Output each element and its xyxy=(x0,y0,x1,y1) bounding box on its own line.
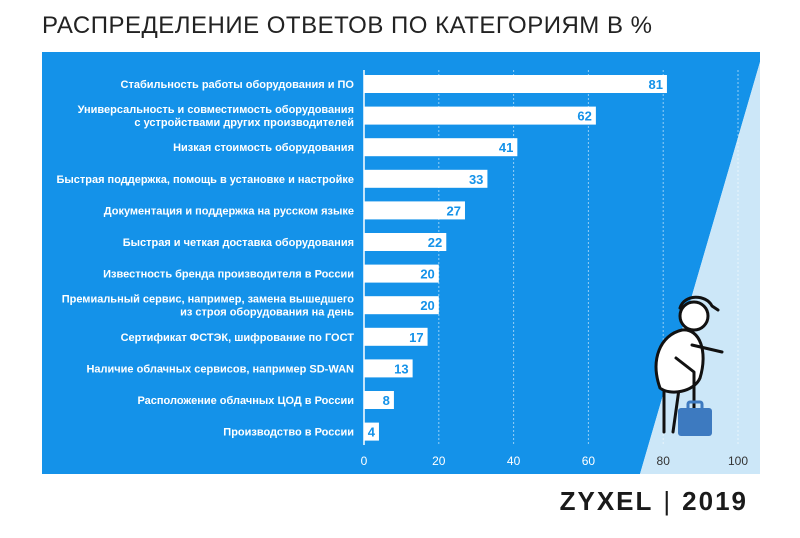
category-label: Расположение облачных ЦОД в России xyxy=(137,395,354,407)
category-label: Известность бренда производителя в Росси… xyxy=(103,269,354,281)
data-label: 22 xyxy=(428,235,442,250)
figure-arm xyxy=(690,343,724,354)
category-label: Документация и поддержка на русском язык… xyxy=(104,205,354,217)
bar xyxy=(364,422,379,441)
bar xyxy=(364,201,465,220)
data-label: 17 xyxy=(409,330,423,345)
category-label: из строя оборудования на день xyxy=(180,307,354,319)
footer-brand: ZYXEL | 2019 xyxy=(560,486,748,517)
chart-background xyxy=(42,52,760,474)
data-label: 20 xyxy=(420,267,434,282)
data-label: 81 xyxy=(648,77,662,92)
person-with-case-illustration xyxy=(654,295,724,436)
bar xyxy=(364,359,413,378)
bar xyxy=(364,391,394,409)
bar-row: Премиальный сервис, например, замена выш… xyxy=(62,294,439,319)
category-label: Стабильность работы оборудования и ПО xyxy=(121,79,355,91)
data-label: 13 xyxy=(394,361,408,376)
category-label: Быстрая и четкая доставка оборудования xyxy=(123,237,354,249)
data-label: 41 xyxy=(499,140,513,155)
category-label: Универсальность и совместимость оборудов… xyxy=(78,104,354,116)
bar-row: Наличие облачных сервисов, например SD-W… xyxy=(86,359,413,378)
bar xyxy=(364,138,518,157)
bar xyxy=(364,327,428,346)
bar-row: Сертификат ФСТЭК, шифрование по ГОСТ 17 xyxy=(121,327,428,346)
bar-row: Документация и поддержка на русском язык… xyxy=(104,201,465,220)
footer-separator: | xyxy=(663,486,673,516)
x-axis: 0 20 40 60 80 100 xyxy=(361,70,748,468)
category-label: Премиальный сервис, например, замена выш… xyxy=(62,294,355,306)
x-tick-label: 0 xyxy=(361,454,368,468)
category-label: Сертификат ФСТЭК, шифрование по ГОСТ xyxy=(121,332,355,344)
data-label: 33 xyxy=(469,172,483,187)
bar xyxy=(364,106,596,125)
bar xyxy=(364,75,667,93)
category-label: Производство в России xyxy=(223,427,354,439)
bar xyxy=(364,169,488,188)
bar-row: Низкая стоимость оборудования 41 xyxy=(173,138,518,157)
data-label: 20 xyxy=(420,298,434,313)
bar-row: Универсальность и совместимость оборудов… xyxy=(78,104,596,129)
bar-row: Производство в России 4 xyxy=(223,422,379,441)
x-tick-label: 80 xyxy=(657,454,671,468)
bars: Стабильность работы оборудования и ПО 81 У… xyxy=(56,75,667,441)
brand-logo: ZYXEL xyxy=(559,486,654,516)
bar xyxy=(364,296,439,315)
x-tick-label: 60 xyxy=(582,454,596,468)
x-tick-label: 100 xyxy=(728,454,748,468)
figure-arm xyxy=(674,356,696,410)
data-label: 27 xyxy=(447,203,461,218)
data-label: 62 xyxy=(577,109,591,124)
category-label: Низкая стоимость оборудования xyxy=(173,142,354,154)
bar-row: Быстрая и четкая доставка оборудования 22 xyxy=(123,233,447,251)
bar xyxy=(364,264,439,283)
footer-year: 2019 xyxy=(682,486,748,516)
page-title: РАСПРЕДЕЛЕНИЕ ОТВЕТОВ ПО КАТЕГОРИЯМ В % xyxy=(42,12,653,39)
category-label: Быстрая поддержка, помощь в установке и … xyxy=(56,174,354,186)
data-label: 8 xyxy=(383,393,390,408)
category-label: Наличие облачных сервисов, например SD-W… xyxy=(86,363,354,375)
briefcase-icon xyxy=(678,408,712,436)
x-tick-label: 20 xyxy=(432,454,446,468)
bar-row: Расположение облачных ЦОД в России 8 xyxy=(137,391,394,409)
figure-head xyxy=(678,300,710,332)
bar-row: Быстрая поддержка, помощь в установке и … xyxy=(56,169,488,188)
briefcase-handle xyxy=(686,400,704,412)
bar-row: Известность бренда производителя в Росси… xyxy=(103,264,439,283)
figure-cap xyxy=(678,295,720,312)
category-label: с устройствами других производителей xyxy=(134,117,354,129)
bar xyxy=(364,233,447,251)
data-label: 4 xyxy=(368,425,376,440)
x-tick-label: 40 xyxy=(507,454,521,468)
bar-row: Стабильность работы оборудования и ПО 81 xyxy=(121,75,667,93)
